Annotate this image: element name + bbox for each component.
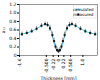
svg-text:-1.6: -1.6 [17,58,22,67]
svg-text:Thickness [mm]: Thickness [mm] [40,76,77,80]
svg-text:a₁₁: a₁₁ [1,27,6,34]
svg-text:1.0: 1.0 [9,10,16,15]
svg-text:0: 0 [56,58,61,61]
svg-text:0.500: 0.500 [68,58,73,71]
svg-text:0.22: 0.22 [61,58,66,68]
svg-text:-0.22: -0.22 [51,58,56,70]
svg-text:1.0: 1.0 [80,58,85,65]
svg-text:0.2: 0.2 [9,44,16,49]
svg-text:-0.500: -0.500 [44,58,49,73]
svg-text:0.8: 0.8 [9,19,16,24]
svg-text:measured: measured [73,12,93,17]
svg-text:calculated: calculated [72,7,94,12]
svg-text:0: 0 [14,53,17,58]
svg-text:1.2: 1.2 [9,2,16,7]
svg-text:0.6: 0.6 [9,27,16,32]
svg-text:0.4: 0.4 [9,36,16,41]
